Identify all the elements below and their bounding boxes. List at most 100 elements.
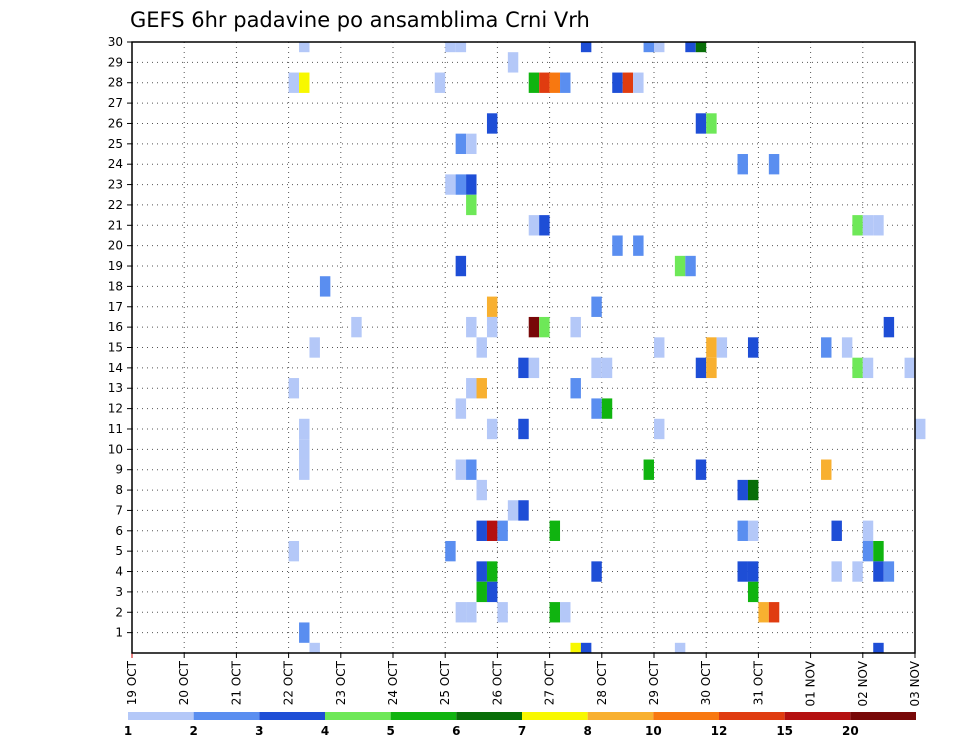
- heatmap-cell: [466, 378, 477, 399]
- colorbar-label: 5: [386, 724, 394, 738]
- heatmap-cell: [737, 561, 748, 582]
- heatmap-cell: [528, 357, 540, 379]
- heatmap-cell: [580, 642, 592, 653]
- heatmap-cell: [507, 52, 519, 73]
- y-tick-label: 1: [115, 626, 123, 640]
- x-tick-label: 26 OCT: [490, 660, 504, 705]
- heatmap-cell: [695, 113, 707, 134]
- heatmap-cell: [601, 357, 613, 379]
- y-tick-label: 13: [108, 381, 123, 395]
- heatmap-cell: [486, 418, 498, 440]
- heatmap-cells: [288, 42, 926, 653]
- x-tick-label: 02 NOV: [856, 660, 870, 706]
- heatmap-cell: [852, 215, 863, 236]
- y-tick-label: 29: [108, 55, 123, 69]
- heatmap-cell: [873, 561, 884, 582]
- heatmap-cell: [873, 540, 884, 562]
- heatmap-cell: [299, 42, 310, 53]
- x-tick-label: 24 OCT: [386, 660, 400, 705]
- heatmap-cell: [873, 642, 884, 653]
- heatmap-cell: [633, 235, 644, 256]
- y-tick-label: 3: [115, 585, 123, 599]
- heatmap-cell: [622, 72, 634, 93]
- x-tick-label: 21 OCT: [229, 660, 243, 705]
- x-tick-label: 29 OCT: [647, 660, 661, 705]
- heatmap-cell: [633, 72, 644, 93]
- y-tick-label: 17: [108, 300, 123, 314]
- heatmap-cell: [539, 316, 550, 338]
- x-tick-label: 30 OCT: [699, 660, 713, 705]
- heatmap-cell: [643, 459, 654, 480]
- heatmap-cell: [768, 602, 780, 623]
- heatmap-cell: [288, 72, 300, 93]
- heatmap-cell: [319, 276, 331, 297]
- y-tick-label: 19: [108, 259, 123, 273]
- colorbar-segment: [325, 712, 391, 720]
- heatmap-cell: [915, 418, 926, 440]
- y-tick-label: 28: [108, 76, 123, 90]
- heatmap-cell: [873, 215, 884, 236]
- heatmap-cell: [747, 561, 759, 582]
- heatmap-cell: [299, 72, 310, 93]
- heatmap-cell: [904, 357, 915, 379]
- colorbar-segment: [456, 712, 522, 720]
- heatmap-cell: [528, 72, 540, 93]
- heatmap-cell: [737, 520, 748, 541]
- heatmap-cell: [862, 215, 874, 236]
- x-tick-label: 03 NOV: [908, 660, 922, 706]
- heatmap-cell: [821, 337, 832, 358]
- heatmap-cell: [507, 500, 519, 521]
- x-tick-label: 27 OCT: [543, 660, 557, 705]
- y-tick-label: 22: [108, 198, 123, 212]
- heatmap-cell: [466, 602, 477, 623]
- heatmap-cell: [455, 174, 467, 195]
- plot-frame: [131, 41, 916, 654]
- heatmap-cell: [299, 418, 310, 440]
- colorbar-label: 2: [189, 724, 197, 738]
- heatmap-cell: [486, 296, 498, 317]
- heatmap-cell: [486, 113, 498, 134]
- y-tick-label: 25: [108, 137, 123, 151]
- heatmap-cell: [695, 357, 707, 379]
- y-tick-label: 4: [115, 565, 123, 579]
- x-tick-label: 01 NOV: [804, 660, 818, 706]
- heatmap-cell: [695, 459, 707, 480]
- chart-title: GEFS 6hr padavine po ansamblima Crni Vrh: [130, 8, 590, 32]
- heatmap-cell: [674, 255, 686, 277]
- heatmap-cell: [288, 540, 300, 562]
- heatmap-cell: [570, 642, 581, 653]
- heatmap-cell: [706, 357, 717, 379]
- heatmap-cell: [455, 133, 467, 155]
- heatmap-cell: [497, 602, 508, 623]
- y-tick-label: 7: [115, 503, 123, 517]
- heatmap-cell: [831, 520, 842, 541]
- y-tick-label: 6: [115, 524, 123, 538]
- heatmap-cell: [685, 255, 696, 277]
- heatmap-cell: [560, 72, 571, 93]
- colorbar-segment: [522, 712, 588, 720]
- heatmap-cell: [747, 520, 759, 541]
- y-tick-label: 21: [108, 218, 123, 232]
- heatmap-cell: [466, 459, 477, 480]
- y-tick-label: 23: [108, 178, 123, 192]
- y-axis-ticks: 1234567891011121314151617181920212223242…: [108, 35, 132, 640]
- heatmap-cell: [831, 561, 842, 582]
- colorbar-label: 12: [711, 724, 728, 738]
- heatmap-cell: [883, 316, 895, 338]
- heatmap-cell: [299, 459, 310, 480]
- x-tick-label: 31 OCT: [751, 660, 765, 705]
- y-tick-label: 30: [108, 35, 123, 49]
- heatmap-cell: [654, 42, 665, 53]
- y-tick-label: 2: [115, 605, 123, 619]
- heatmap-cell: [685, 42, 696, 53]
- heatmap-cell: [539, 72, 550, 93]
- heatmap-cell: [309, 642, 320, 653]
- colorbar-label: 20: [842, 724, 859, 738]
- heatmap-cell: [591, 296, 602, 317]
- heatmap-cell: [612, 72, 623, 93]
- heatmap-cell: [862, 520, 874, 541]
- heatmap-cell: [466, 316, 477, 338]
- heatmap-cell: [852, 561, 863, 582]
- grid-lines: [131, 41, 916, 653]
